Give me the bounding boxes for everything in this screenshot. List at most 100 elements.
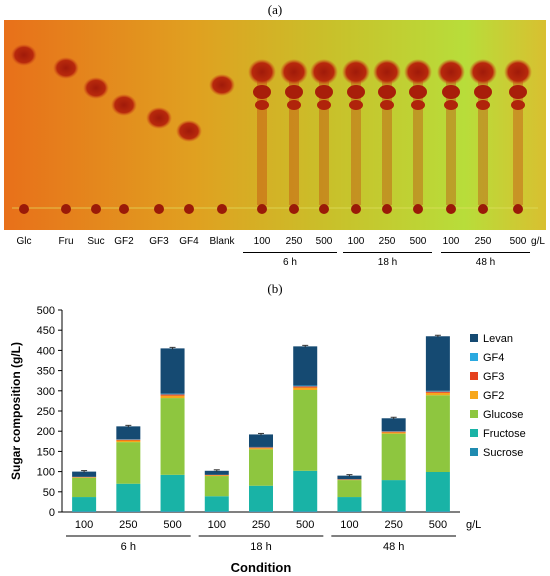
tlc-spot [380, 100, 394, 110]
bar-segment-fructose [204, 496, 229, 512]
bar-segment-fructose [160, 474, 185, 512]
bar-segment-levan [116, 426, 141, 440]
y-tick-label: 200 [37, 426, 55, 438]
legend-entry: Sucrose [483, 447, 523, 459]
legend-swatch [470, 410, 478, 418]
bar-segment-sucrose [116, 511, 141, 512]
bar-segment-glucose [116, 442, 141, 484]
tlc-origin-spot [184, 204, 194, 214]
x-unit-label: g/L [466, 519, 481, 531]
bar-segment-sucrose [381, 511, 406, 512]
bar-segment-glucose [72, 477, 97, 498]
tlc-group-label: 48 h [475, 257, 496, 268]
tlc-origin-spot [61, 204, 71, 214]
bar-segment-levan [337, 475, 362, 480]
tlc-origin-spot [119, 204, 129, 214]
tlc-origin-spot [217, 204, 227, 214]
legend-entry: Levan [483, 333, 513, 345]
y-tick-label: 150 [37, 446, 55, 458]
tlc-spot [342, 59, 370, 85]
bar-segment-gf2 [293, 387, 318, 390]
bar-segment-levan [72, 471, 97, 477]
tlc-origin-spot [289, 204, 299, 214]
tlc-plate-svg [4, 20, 546, 230]
bar-segment-gf3 [425, 391, 450, 393]
tlc-spot [509, 85, 527, 99]
x-tick-label: 500 [163, 519, 181, 531]
bar-segment-glucose [381, 433, 406, 481]
tlc-spot [404, 59, 432, 85]
legend-entry: GF2 [483, 390, 504, 402]
legend-entry: GF3 [483, 371, 504, 383]
bar-segment-sucrose [337, 511, 362, 512]
legend-swatch [470, 448, 478, 456]
tlc-origin-spot [19, 204, 29, 214]
tlc-origin-spot [257, 204, 267, 214]
bar-segment-levan [425, 336, 450, 391]
tlc-spot [53, 57, 79, 79]
panel-b-label: (b) [267, 281, 283, 296]
tlc-plate-background [4, 20, 546, 230]
bar-segment-sucrose [249, 511, 273, 512]
bar-segment-sucrose [72, 511, 97, 512]
tlc-spot [378, 85, 396, 99]
bar-segment-gf4 [425, 390, 450, 392]
bar-segment-gf3 [160, 394, 185, 396]
tlc-spot [373, 59, 401, 85]
bar-segment-sucrose [293, 511, 318, 512]
tlc-lane-label: Glc [16, 236, 32, 247]
tlc-streak [413, 65, 423, 205]
tlc-origin-spot [478, 204, 488, 214]
legend-swatch [470, 353, 478, 361]
panel-a-label: (a) [267, 2, 283, 17]
x-tick-label: 100 [208, 519, 226, 531]
tlc-lane-label: Suc [87, 236, 105, 247]
bar-segment-gf3 [249, 447, 273, 449]
y-tick-label: 0 [49, 507, 55, 519]
tlc-spot [511, 100, 525, 110]
tlc-lane-label: 250 [285, 236, 303, 247]
tlc-lane-label: GF3 [149, 236, 169, 247]
bar-segment-gf2 [204, 475, 229, 477]
legend-swatch [470, 372, 478, 380]
tlc-origin-spot [319, 204, 329, 214]
legend-swatch [470, 391, 478, 399]
bar-segment-levan [160, 348, 185, 394]
tlc-lane-label: GF2 [114, 236, 134, 247]
bar-segment-fructose [337, 497, 362, 512]
tlc-group-line [343, 252, 432, 253]
tlc-spot [285, 85, 303, 99]
x-tick-label: 250 [119, 519, 137, 531]
tlc-streak [319, 65, 329, 205]
tlc-streak [382, 65, 392, 205]
bar-segment-fructose [381, 480, 406, 512]
bar-segment-fructose [72, 497, 97, 512]
tlc-spot [310, 59, 338, 85]
tlc-group-line [243, 252, 337, 253]
tlc-unit-label: g/L [531, 236, 545, 247]
x-group-label: 48 h [383, 541, 404, 553]
bar-segment-fructose [425, 472, 450, 512]
tlc-group-line [441, 252, 530, 253]
y-tick-label: 100 [37, 467, 55, 479]
bar-segment-gf2 [425, 392, 450, 396]
tlc-spot [111, 94, 137, 116]
tlc-spot [347, 85, 365, 99]
tlc-lane-label: 250 [378, 236, 396, 247]
tlc-spot [442, 85, 460, 99]
bar-segment-gf2 [116, 440, 141, 443]
bar-segment-glucose [425, 395, 450, 473]
tlc-origin-spot [446, 204, 456, 214]
bar-segment-glucose [337, 480, 362, 498]
tlc-spot [209, 74, 235, 96]
tlc-origin-spot [91, 204, 101, 214]
legend-swatch [470, 429, 478, 437]
tlc-spots [11, 44, 532, 214]
bar-segment-sucrose [204, 511, 229, 512]
bar-segment-glucose [293, 389, 318, 471]
tlc-streak [351, 65, 361, 205]
bar-segment-fructose [249, 485, 273, 512]
tlc-spot [474, 85, 492, 99]
bar-segment-gf3 [116, 439, 141, 441]
legend-entry: Glucose [483, 409, 523, 421]
